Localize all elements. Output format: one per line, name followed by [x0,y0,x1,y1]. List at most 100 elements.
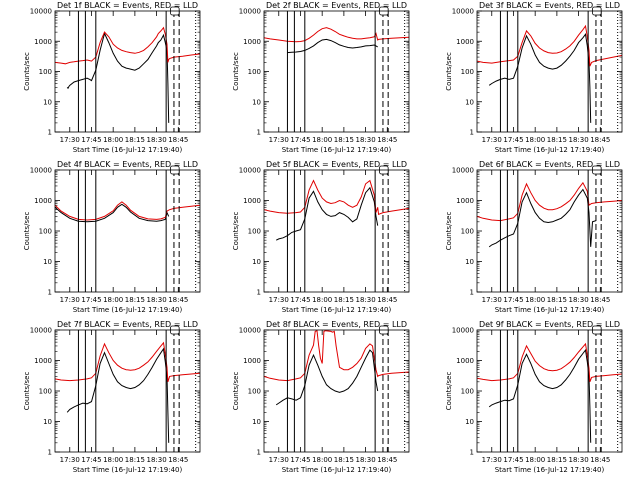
y-tick-label: 100 [248,228,261,236]
plot-frame [476,10,623,133]
plot-frame [263,329,410,453]
x-tick-label: 17:30 [60,456,80,464]
y-tick-label: 1000 [34,38,52,46]
series-line-events [66,32,170,123]
series-line-lld [263,27,410,43]
panel-title: Det 9f BLACK = Events, RED = LLD [479,320,620,329]
x-tick-label: 18:30 [568,136,588,144]
series-line-events [287,38,378,54]
y-tick-label: 1000 [34,197,52,205]
detector-panel-4: Det 4f BLACK = Events, RED = LLD Counts/s… [23,160,201,314]
x-tick-label: 17:45 [290,456,310,464]
y-axis-label: Counts/sec [23,52,31,91]
series-line-events [488,348,592,443]
plot-frame [54,329,201,453]
x-axis-label: Start Time (16-Jul-12 17:19:40) [495,146,605,154]
y-tick-label: 1000 [456,38,474,46]
y-tick-label: 1000 [34,357,52,365]
x-tick-label: 18:15 [334,296,354,304]
panel-title: Det 7f BLACK = Events, RED = LLD [57,320,198,329]
series-line-events [66,347,170,443]
x-tick-label: 18:45 [590,456,610,464]
y-tick-label: 1 [48,129,52,137]
y-tick-label: 100 [39,388,52,396]
series-line-lld [476,342,623,382]
x-tick-label: 18:15 [125,136,145,144]
x-axis-label: Start Time (16-Jul-12 17:19:40) [73,466,183,474]
detector-panel-1: Det 1f BLACK = Events, RED = LLD Counts/s… [23,1,201,154]
x-tick-label: 18:45 [590,296,610,304]
y-tick-label: 10 [465,258,474,266]
plot-frame [476,169,623,293]
x-tick-label: 18:15 [547,456,567,464]
y-tick-label: 10 [465,418,474,426]
x-tick-label: 17:45 [81,296,101,304]
y-tick-label: 1 [257,449,261,457]
panel-title: Det 3f BLACK = Events, RED = LLD [479,1,620,10]
x-tick-label: 18:00 [103,456,123,464]
detector-panel-5: Det 5f BLACK = Events, RED = LLD Counts/s… [232,160,410,314]
y-tick-label: 1 [257,289,261,297]
x-tick-label: 17:45 [290,136,310,144]
y-tick-label: 100 [248,68,261,76]
series-line-lld [263,329,410,382]
y-tick-label: 100 [248,388,261,396]
x-axis-label: Start Time (16-Jul-12 17:19:40) [282,306,392,314]
x-tick-label: 17:30 [269,136,289,144]
y-tick-label: 10000 [452,8,474,16]
x-tick-label: 18:45 [168,456,188,464]
y-tick-label: 100 [461,68,474,76]
x-tick-label: 17:30 [482,296,502,304]
y-tick-label: 1 [470,449,474,457]
y-tick-label: 10000 [30,327,52,335]
y-axis-label: Counts/sec [23,212,31,251]
series-line-lld [476,181,623,222]
y-tick-label: 10000 [239,167,261,175]
x-tick-label: 17:45 [503,296,523,304]
detector-panel-3: Det 3f BLACK = Events, RED = LLD Counts/s… [445,1,623,154]
y-tick-label: 10 [252,258,261,266]
x-axis-label: Start Time (16-Jul-12 17:19:40) [282,466,392,474]
y-tick-label: 10000 [30,167,52,175]
series-line-events [488,188,597,248]
x-axis-label: Start Time (16-Jul-12 17:19:40) [495,466,605,474]
y-tick-label: 10 [43,98,52,106]
y-tick-label: 10000 [239,327,261,335]
plot-frame [54,10,201,133]
detector-panel-8: Det 8f BLACK = Events, RED = LLD Counts/s… [232,320,410,474]
x-tick-label: 18:00 [103,136,123,144]
x-tick-label: 17:30 [60,296,80,304]
x-axis-label: Start Time (16-Jul-12 17:19:40) [282,146,392,154]
panel-title: Det 4f BLACK = Events, RED = LLD [57,160,198,169]
panel-title: Det 8f BLACK = Events, RED = LLD [266,320,407,329]
x-tick-label: 18:00 [525,296,545,304]
detector-panel-6: Det 6f BLACK = Events, RED = LLD Counts/s… [445,160,623,314]
y-axis-label: Counts/sec [445,212,453,251]
series-line-lld [54,201,201,221]
panel-title: Det 1f BLACK = Events, RED = LLD [57,1,198,10]
x-tick-label: 17:30 [269,296,289,304]
x-tick-label: 17:30 [269,456,289,464]
x-tick-label: 18:30 [355,456,375,464]
y-axis-label: Counts/sec [445,372,453,411]
x-tick-label: 18:00 [312,296,332,304]
x-tick-label: 18:15 [547,296,567,304]
detector-panel-7: Det 7f BLACK = Events, RED = LLD Counts/s… [23,320,201,474]
y-tick-label: 10000 [452,327,474,335]
x-tick-label: 18:45 [590,136,610,144]
series-line-events [488,33,592,123]
y-axis-label: Counts/sec [232,52,240,91]
x-tick-label: 18:30 [146,296,166,304]
panel-title: Det 5f BLACK = Events, RED = LLD [266,160,407,169]
y-tick-label: 1000 [456,357,474,365]
plot-frame [263,10,410,133]
x-tick-label: 18:45 [377,456,397,464]
x-tick-label: 17:30 [482,456,502,464]
plot-frame [476,329,623,453]
y-tick-label: 100 [39,68,52,76]
plot-frame [263,169,410,293]
series-line-lld [263,179,410,216]
y-tick-label: 10000 [239,8,261,16]
x-tick-label: 17:45 [81,456,101,464]
